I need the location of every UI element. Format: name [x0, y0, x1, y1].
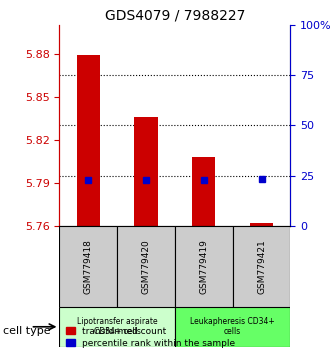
FancyBboxPatch shape: [175, 307, 290, 347]
FancyBboxPatch shape: [59, 307, 175, 347]
Text: GSM779421: GSM779421: [257, 239, 266, 294]
Title: GDS4079 / 7988227: GDS4079 / 7988227: [105, 8, 245, 22]
FancyBboxPatch shape: [117, 226, 175, 307]
Bar: [135, 117, 158, 226]
FancyBboxPatch shape: [59, 226, 117, 307]
Bar: [77, 55, 100, 226]
FancyBboxPatch shape: [175, 226, 233, 307]
Bar: [192, 157, 215, 226]
Text: Leukapheresis CD34+
cells: Leukapheresis CD34+ cells: [190, 317, 275, 337]
Bar: [250, 223, 273, 226]
Text: Lipotransfer aspirate
CD34+ cells: Lipotransfer aspirate CD34+ cells: [77, 317, 157, 337]
Text: GSM779420: GSM779420: [142, 239, 150, 294]
Text: cell type: cell type: [3, 326, 51, 336]
Text: GSM779419: GSM779419: [199, 239, 208, 294]
FancyBboxPatch shape: [233, 226, 290, 307]
Legend: transformed count, percentile rank within the sample: transformed count, percentile rank withi…: [64, 325, 237, 349]
Text: GSM779418: GSM779418: [84, 239, 93, 294]
